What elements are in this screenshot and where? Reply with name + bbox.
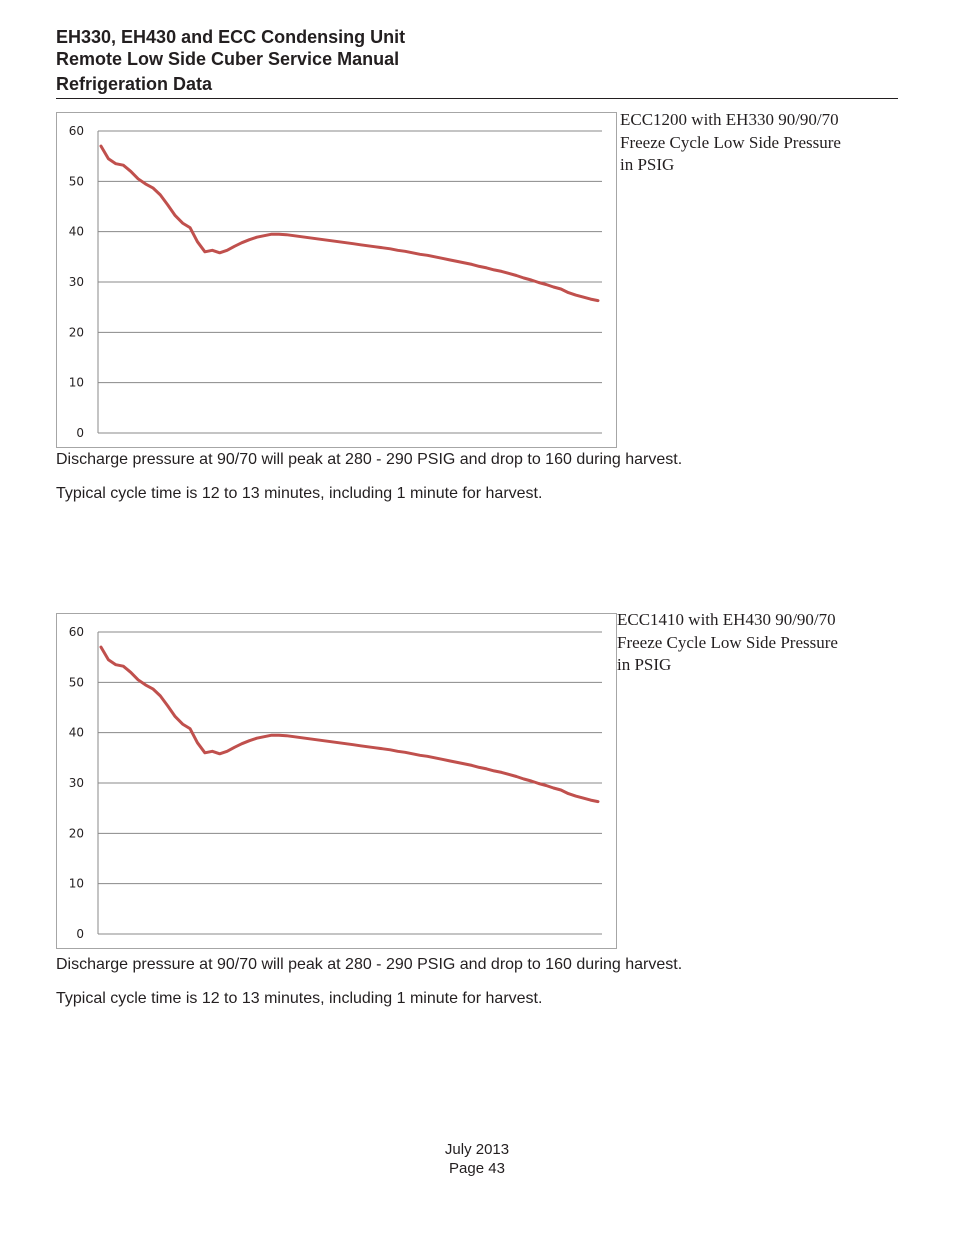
caption-line: in PSIG [617, 655, 672, 674]
y-tick-label: 10 [69, 877, 84, 891]
discharge-note-1: Discharge pressure at 90/70 will peak at… [56, 451, 683, 468]
caption-line: Freeze Cycle Low Side Pressure [620, 132, 841, 152]
chart-caption-1: ECC1200 with EH330 90/90/70 Freeze Cycle… [620, 109, 900, 177]
cycle-time-note-1: Typical cycle time is 12 to 13 minutes, … [56, 485, 543, 502]
y-tick-label: 20 [69, 325, 84, 339]
section-title: Refrigeration Data [56, 74, 213, 94]
caption-line: ECC1410 with EH430 90/90/70 [617, 610, 836, 629]
y-tick-label: 30 [69, 776, 84, 790]
discharge-note-2: Discharge pressure at 90/70 will peak at… [56, 956, 683, 973]
y-tick-label: 60 [69, 625, 84, 639]
header-divider [56, 98, 898, 99]
y-tick-label: 40 [69, 726, 84, 740]
series-line [99, 645, 600, 804]
caption-line: ECC1200 with EH330 90/90/70 [620, 110, 839, 129]
series-line [99, 144, 600, 303]
header-subtitle: Remote Low Side Cuber Service Manual [56, 49, 400, 69]
y-tick-label: 20 [69, 826, 84, 840]
y-tick-label: 10 [69, 376, 84, 390]
y-tick-label: 0 [76, 426, 84, 440]
caption-line: in PSIG [620, 155, 675, 174]
cycle-time-note-2: Typical cycle time is 12 to 13 minutes, … [56, 990, 543, 1007]
chart-svg-1: 0 10 20 30 40 50 60 [69, 124, 602, 440]
pressure-chart-1: 0 10 20 30 40 50 60 [56, 112, 617, 448]
footer-date: July 2013 [444, 1141, 510, 1158]
y-tick-label: 50 [69, 174, 84, 188]
y-tick-label: 30 [69, 275, 84, 289]
header-title: EH330, EH430 and ECC Condensing Unit [56, 27, 406, 47]
chart-caption-2: ECC1410 with EH430 90/90/70 Freeze Cycle… [617, 609, 897, 677]
chart-svg-2: 0 10 20 30 40 50 60 [69, 625, 602, 941]
y-tick-label: 50 [69, 675, 84, 689]
caption-line: Freeze Cycle Low Side Pressure [617, 632, 838, 652]
y-tick-label: 60 [69, 124, 84, 138]
pressure-chart-2: 0 10 20 30 40 50 60 [56, 613, 617, 949]
y-tick-label: 40 [69, 225, 84, 239]
footer-page-number: Page 43 [449, 1160, 505, 1177]
y-tick-label: 0 [76, 927, 84, 941]
